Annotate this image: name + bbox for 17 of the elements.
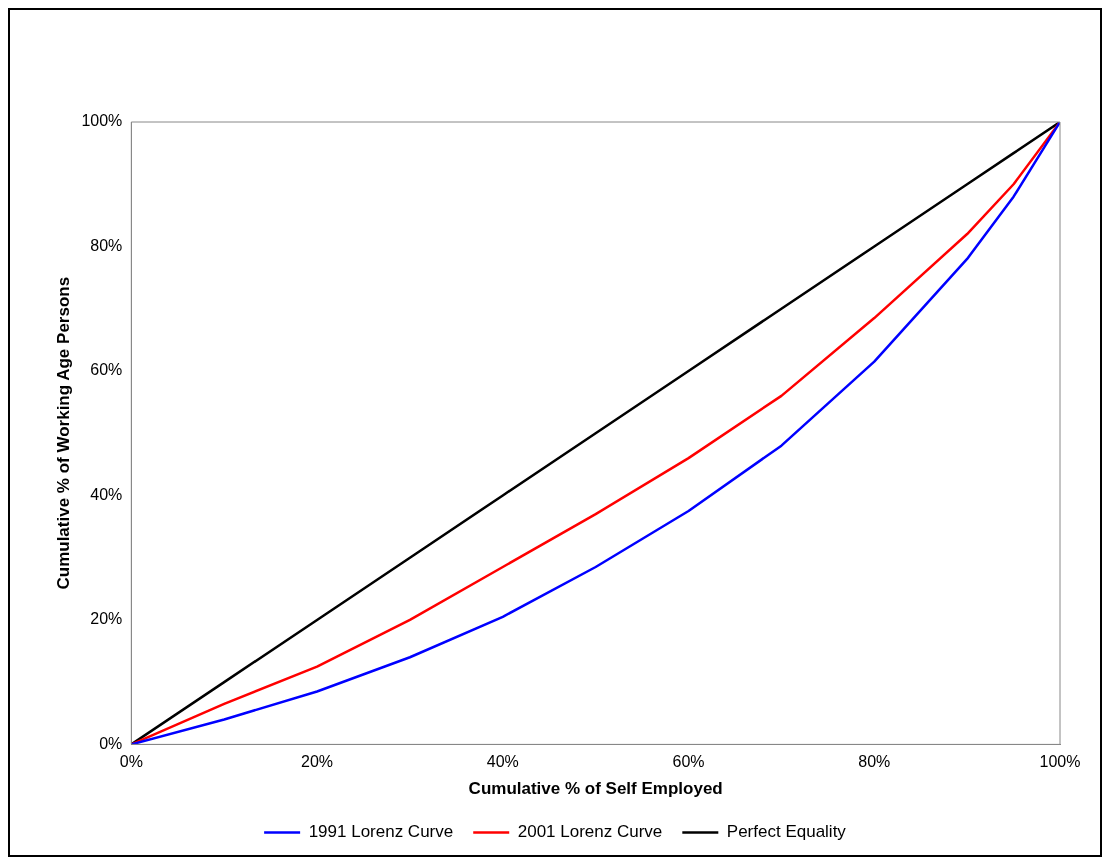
y-tick-label: 100% [81,112,123,130]
y-tick-label: 80% [90,236,123,254]
legend-label: Perfect Equality [726,822,847,842]
y-axis-title: Cumulative % of Working Age Persons [53,276,73,590]
x-tick-label: 40% [486,753,519,771]
y-tick-label: 40% [90,485,123,503]
x-tick-label: 20% [301,753,334,771]
legend-label: 2001 Lorenz Curve [517,822,663,842]
x-tick-label: 80% [858,753,891,771]
y-tick-label: 60% [90,361,123,379]
y-tick-label: 20% [90,610,123,628]
x-tick-label: 100% [1039,753,1081,771]
x-axis-title: Cumulative % of Self Employed [468,779,723,799]
y-tick-label: 0% [99,734,123,752]
x-tick-label: 0% [119,753,143,771]
x-tick-label: 60% [672,753,705,771]
legend-label: 1991 Lorenz Curve [308,822,454,842]
